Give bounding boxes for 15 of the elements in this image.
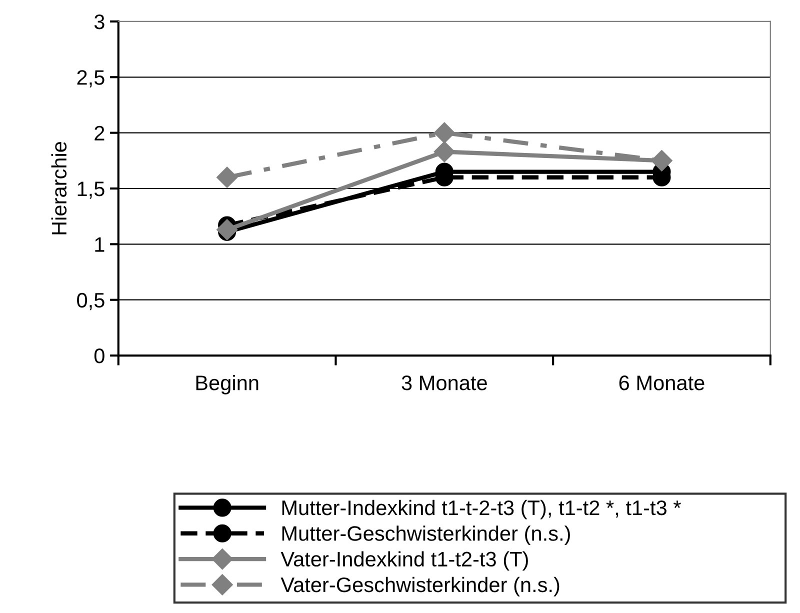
y-tick-label: 2,5 xyxy=(77,70,104,88)
y-tick-label: 0 xyxy=(94,348,104,364)
legend-label: Mutter-Indexkind t1-t-2-t3 (T), t1-t2 *, t1-t3 * xyxy=(282,500,681,520)
x-tick-label: 6 Monate xyxy=(619,376,704,390)
y-tick-label: 3 xyxy=(94,14,104,30)
x-tick-label: Beginn xyxy=(196,374,258,394)
y-tick-label: 1,5 xyxy=(78,182,104,199)
y-tick-label: 0,5 xyxy=(77,292,104,310)
y-tick-label: 2 xyxy=(94,126,104,140)
legend-label: Vater-Indexkind t1-t2-t3 (T) xyxy=(280,551,528,571)
x-tick-label: 3 Monate xyxy=(402,376,487,390)
y-tick-label: 1 xyxy=(95,237,104,252)
legend-label: Mutter-Geschwisterkinder (n.s.) xyxy=(282,526,570,545)
y-axis-title: Hierarchie xyxy=(51,142,67,234)
legend-label: Vater-Geschwisterkinder (n.s.) xyxy=(280,576,560,596)
